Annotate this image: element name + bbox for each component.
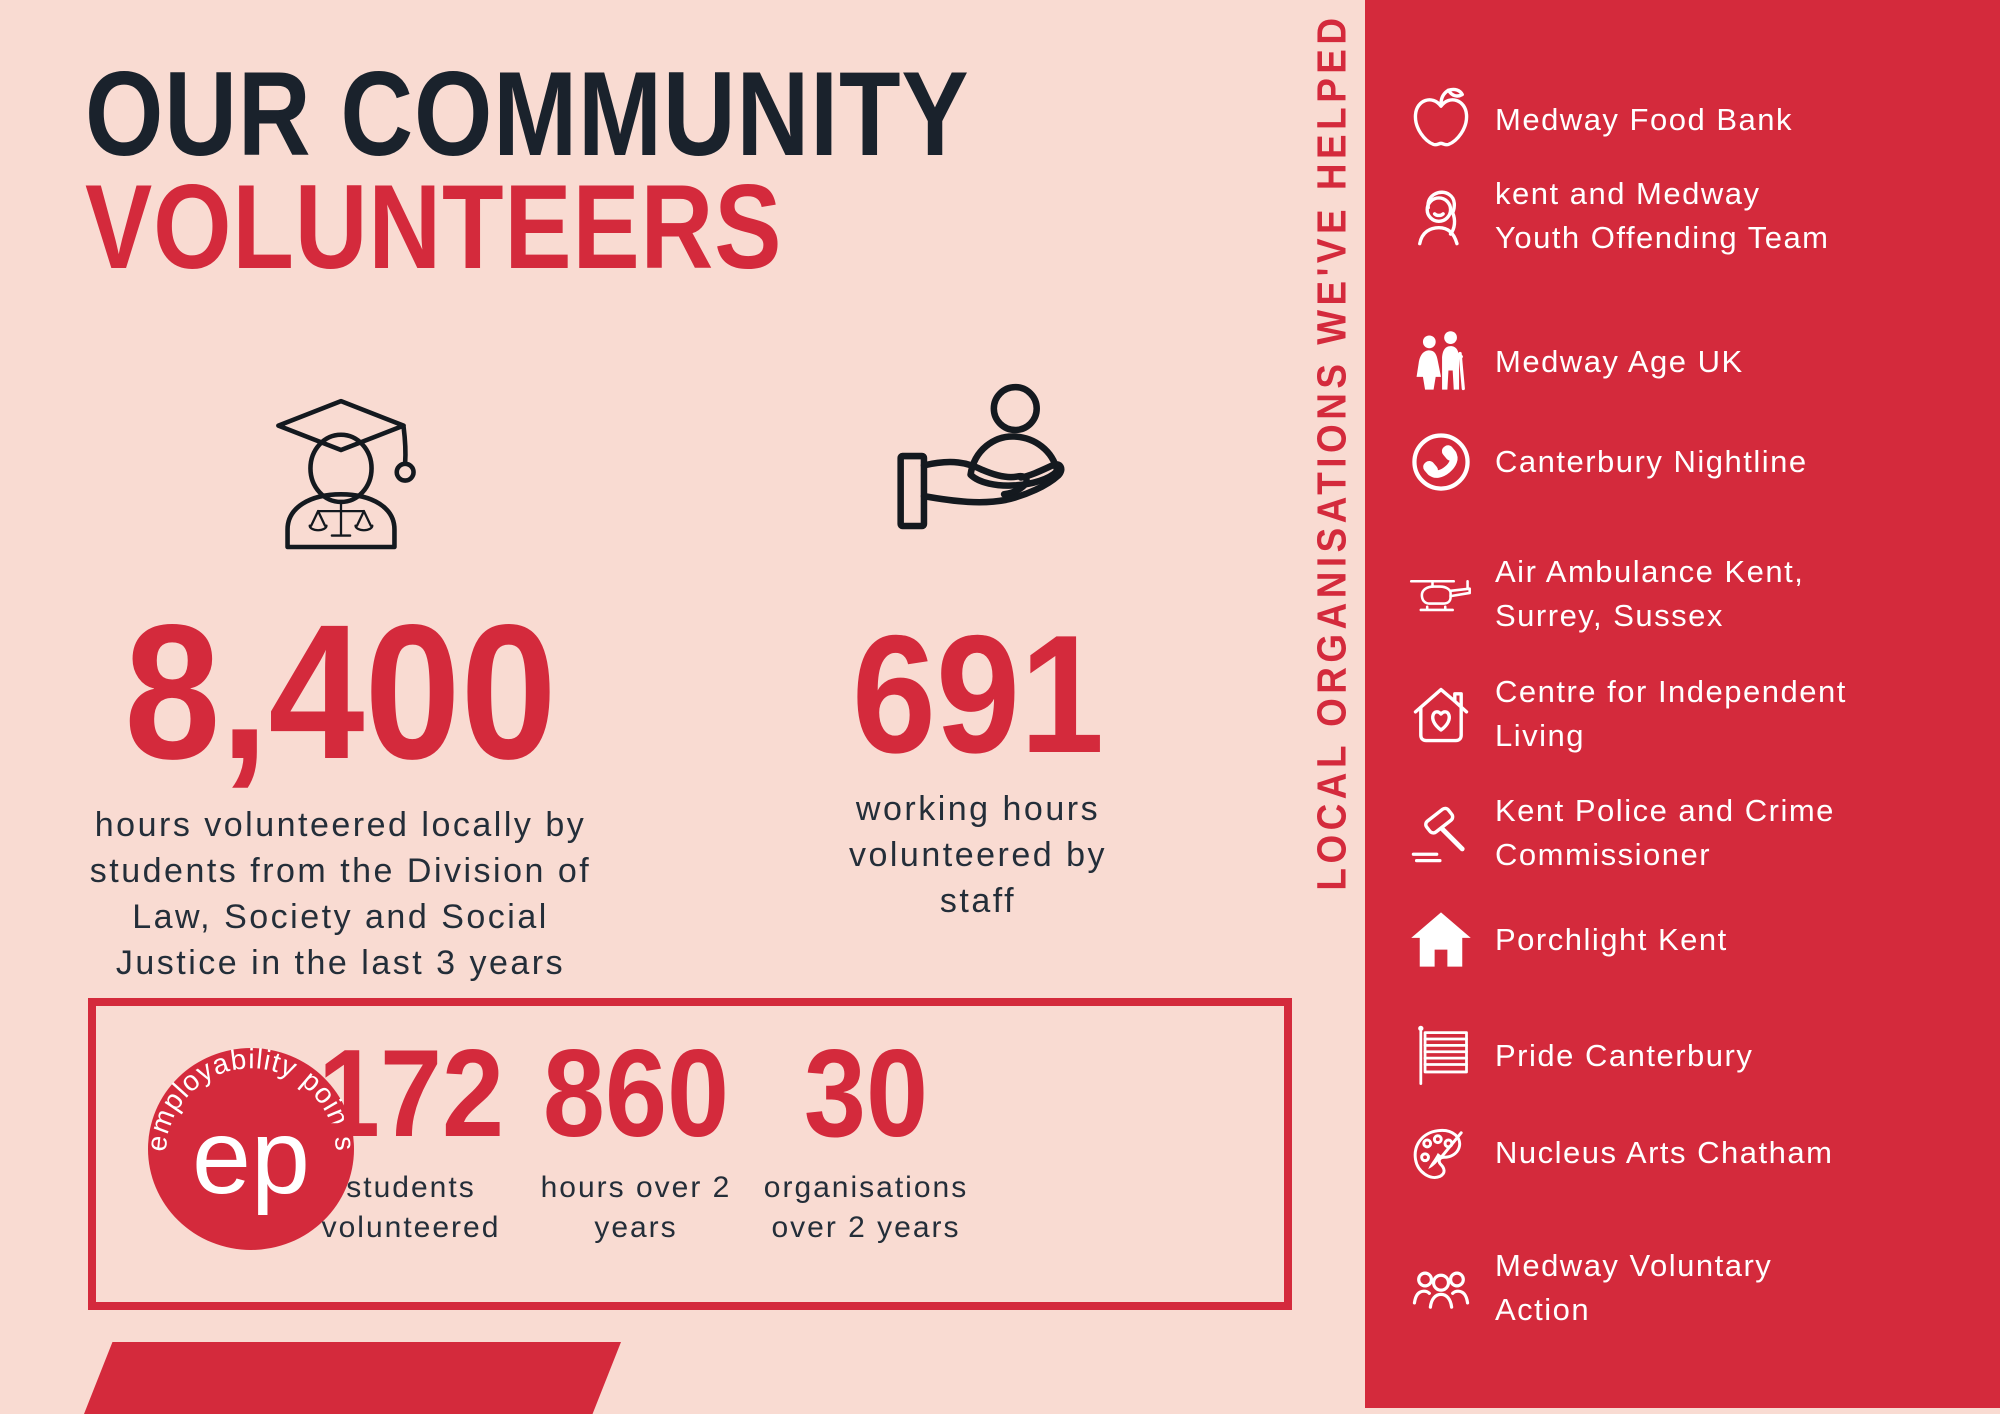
list-item: Canterbury Nightline <box>1405 426 1965 498</box>
ep-logo-circle <box>148 1048 354 1250</box>
ep-stat: 30 organisations over 2 years <box>741 1032 991 1248</box>
organisation-label: kent and Medway Youth Offending Team <box>1495 176 1830 255</box>
hand-person-icon <box>873 375 1083 580</box>
palette-icon <box>1405 1117 1477 1189</box>
ep-stat-caption: hours over 2 years <box>540 1171 732 1244</box>
graduate-scales-icon <box>257 372 425 580</box>
list-item: Porchlight Kent <box>1405 904 1965 976</box>
elderly-couple-icon <box>1405 326 1477 398</box>
organisation-label: Medway Food Bank <box>1495 102 1793 137</box>
organisation-label: Medway Age UK <box>1495 344 1744 379</box>
house-heart-icon <box>1405 678 1477 750</box>
girl-icon <box>1405 180 1477 252</box>
stat-staff-hours: 691 working hours volunteered by staff <box>748 375 1208 924</box>
phone-icon <box>1405 426 1477 498</box>
ep-stat-caption: students volunteered <box>321 1171 501 1244</box>
organisation-label: Pride Canterbury <box>1495 1038 1754 1073</box>
organisations-sidebar: Medway Food Bank kent and Medway Youth Of… <box>1365 0 2000 1408</box>
organisation-list: Medway Food Bank kent and Medway Youth Of… <box>1405 0 1965 1332</box>
stat-value: 8,400 <box>124 584 557 799</box>
list-item: Centre for Independent Living <box>1405 670 1965 758</box>
house-icon <box>1405 904 1477 976</box>
stat-student-hours: 8,400 hours volunteered locally by stude… <box>58 372 623 986</box>
list-item: Air Ambulance Kent, Surrey, Sussex <box>1405 550 1965 638</box>
list-item: kent and Medway Youth Offending Team <box>1405 172 1965 260</box>
organisation-label: Kent Police and Crime Commissioner <box>1495 793 1835 872</box>
organisation-label: Nucleus Arts Chatham <box>1495 1135 1834 1170</box>
decorative-corner-shape <box>84 1342 621 1414</box>
ep-stat: 860 hours over 2 years <box>511 1032 761 1248</box>
gavel-icon <box>1405 797 1477 869</box>
list-item: Nucleus Arts Chatham <box>1405 1117 1965 1189</box>
ep-stat: 172 students volunteered <box>286 1032 536 1248</box>
ep-stat-caption: organisations over 2 years <box>763 1171 969 1244</box>
ep-letters: ep <box>192 1098 310 1216</box>
stat-value: 691 <box>851 600 1105 788</box>
title-line-volunteers: VOLUNTEERS <box>85 160 783 294</box>
list-item: Pride Canterbury <box>1405 1020 1965 1092</box>
organisation-label: Centre for Independent Living <box>1495 674 1847 753</box>
list-item: Medway Food Bank <box>1405 84 1965 156</box>
stat-caption: working hours volunteered by staff <box>848 790 1108 920</box>
title-line-community: OUR COMMUNITY <box>85 47 970 181</box>
page-title: OUR COMMUNITY VOLUNTEERS <box>85 47 970 294</box>
ep-stat-value: 860 <box>542 1025 730 1163</box>
list-item: Medway Age UK <box>1405 326 1965 398</box>
flag-icon <box>1405 1020 1477 1092</box>
organisation-label: Air Ambulance Kent, Surrey, Sussex <box>1495 554 1805 633</box>
ep-stat-value: 30 <box>803 1025 929 1163</box>
organisation-label: Medway Voluntary Action <box>1495 1248 1773 1327</box>
organisation-label: Porchlight Kent <box>1495 922 1728 957</box>
stat-caption: hours volunteered locally by students fr… <box>89 806 592 982</box>
list-item: Medway Voluntary Action <box>1405 1244 1965 1332</box>
organisation-label: Canterbury Nightline <box>1495 444 1808 479</box>
ep-stat-value: 172 <box>317 1025 505 1163</box>
people-icon <box>1405 1252 1477 1324</box>
employability-points-logo: employability points ep <box>146 1046 356 1250</box>
apple-icon <box>1405 84 1477 156</box>
helicopter-icon <box>1405 558 1477 630</box>
local-organisations-vertical-label: LOCAL ORGANISATIONS WE'VE HELPED <box>1308 13 1355 891</box>
list-item: Kent Police and Crime Commissioner <box>1405 789 1965 877</box>
